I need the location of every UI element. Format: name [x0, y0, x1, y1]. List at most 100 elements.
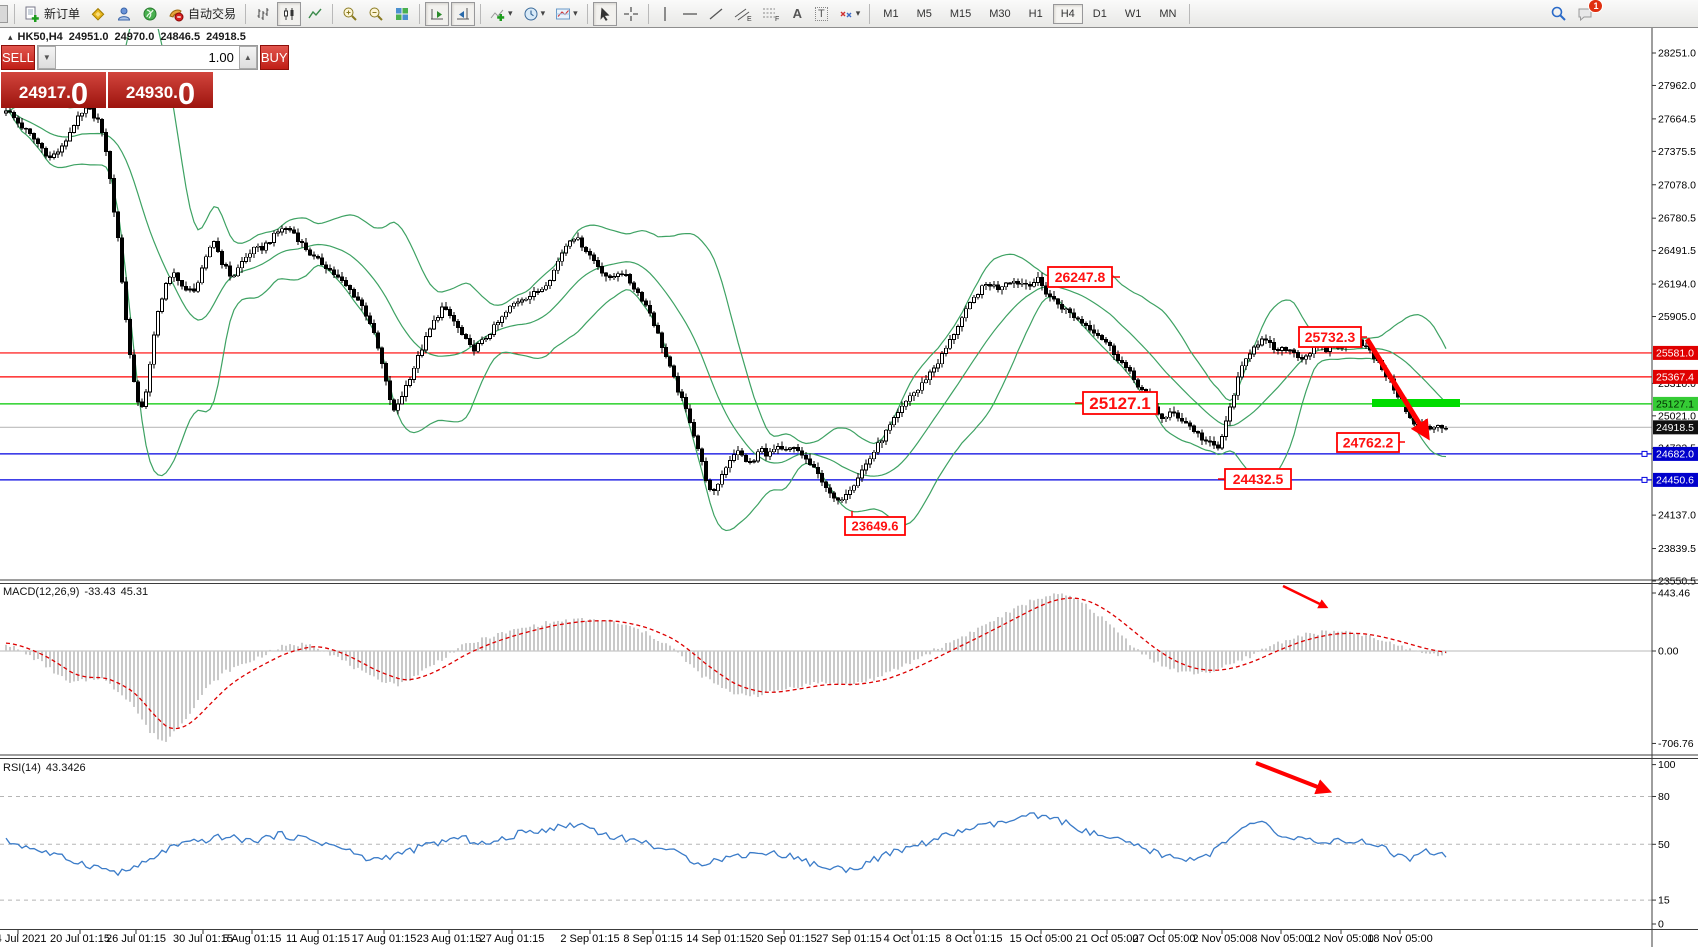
annotation-box [1224, 468, 1292, 490]
candlestick-chart-button[interactable] [277, 1, 302, 26]
timeframe-mn[interactable]: MN [1159, 7, 1177, 20]
price-badge [1653, 369, 1698, 384]
green-highlight-bar[interactable] [1372, 399, 1460, 407]
price-tick-label: 26491.5 [1658, 245, 1696, 257]
add-indicator-icon [490, 9, 505, 21]
timeframe-m15[interactable]: M15 [949, 7, 972, 20]
price-annotations[interactable]: 26247.8 25732.3 25127.1 24762.2 24432.5 23649… [844, 266, 1405, 536]
timeframe-h4[interactable]: H4 [1052, 3, 1083, 24]
buy-price-display[interactable]: 24930. 0 [108, 72, 213, 111]
auto-trading-icon [169, 9, 184, 21]
community-button[interactable] [138, 2, 162, 26]
vertical-line-icon [663, 6, 666, 21]
new-order-button[interactable]: 新订单 [20, 2, 84, 26]
rsi-panel[interactable] [0, 795, 1652, 901]
label-tool-icon: T [815, 6, 828, 21]
time-tick-label: 21 Oct 05:00 [1076, 933, 1139, 945]
chart-shift-button[interactable] [451, 1, 476, 26]
trendline-button[interactable] [704, 2, 728, 26]
sell-button[interactable]: SELL [1, 45, 35, 70]
ohlc-close: 24918.5 [206, 31, 246, 43]
macd-name: MACD(12,26,9) [3, 586, 80, 598]
cursor-arrow-icon [600, 7, 610, 21]
crosshair-button[interactable] [619, 2, 643, 26]
line-handle [1641, 476, 1648, 483]
channel-button[interactable]: E [730, 2, 756, 26]
shapes-caret-icon[interactable]: ▾ [855, 8, 861, 18]
zoom-out-button[interactable] [364, 2, 388, 26]
search-button[interactable] [1546, 2, 1571, 26]
search-icon [1552, 6, 1567, 21]
macd-tick-label: -706.76 [1658, 738, 1694, 750]
rsi-value: 43.3426 [45, 762, 86, 774]
line-chart-button[interactable] [303, 2, 327, 26]
time-tick-label: 27 Aug 01:15 [480, 933, 545, 945]
templates-button[interactable]: ▾ [551, 2, 582, 26]
green-globe-icon [143, 7, 157, 20]
toolbar-separator [869, 3, 871, 24]
timeframe-w1[interactable]: W1 [1124, 7, 1142, 20]
volume-increase-button[interactable]: ▲ [238, 46, 257, 69]
indicators-button[interactable]: ▾ [486, 2, 517, 26]
volume-decrease-button[interactable]: ▼ [37, 46, 56, 69]
tile-windows-button[interactable] [390, 2, 414, 26]
time-tick-label: 15 Oct 05:00 [1010, 933, 1073, 945]
macd-panel[interactable] [0, 593, 1652, 742]
symbol-period: HK50,H4 [17, 31, 63, 43]
horizontal-line-button[interactable] [678, 2, 702, 26]
timeframe-m1[interactable]: M1 [883, 7, 899, 20]
macd-tick-label: 443.46 [1658, 587, 1690, 599]
price-tick-label: 27078.0 [1658, 179, 1696, 191]
bar-chart-button[interactable] [251, 2, 275, 26]
horizontal-level-lines[interactable] [0, 352, 1652, 481]
annotation-text: 26247.8 [1055, 269, 1106, 285]
rsi-tick-label: 15 [1658, 895, 1670, 907]
time-tick-label: 8 Nov 05:00 [1251, 933, 1310, 945]
indicators-caret-icon[interactable]: ▾ [508, 8, 513, 18]
cursor-button[interactable] [592, 1, 617, 26]
market-watch-button[interactable] [86, 2, 110, 26]
sell-price-display[interactable]: 24917. 0 [1, 72, 106, 111]
text-button[interactable]: A [786, 2, 809, 26]
svg-text:F: F [775, 16, 779, 22]
rsi-name: RSI(14) [3, 762, 41, 774]
candlesticks [4, 103, 1448, 505]
shapes-button[interactable]: ▾ [834, 2, 865, 26]
price-axis[interactable]: 28251.0 27962.0 27664.5 27375.5 27078.0 26780… [1641, 48, 1698, 931]
annotation-box [844, 516, 906, 536]
buy-price-pip: 0 [177, 75, 196, 111]
timeframe-m30[interactable]: M30 [989, 7, 1011, 20]
annotation-box [1047, 266, 1113, 288]
profile-button[interactable] [112, 2, 136, 26]
timeframe-d1[interactable]: D1 [1092, 7, 1107, 20]
annotation-box [1336, 432, 1400, 453]
volume-input[interactable] [55, 46, 239, 69]
auto-trading-button[interactable]: 自动交易 [164, 2, 240, 26]
notifications-button[interactable]: 1 [1573, 0, 1604, 26]
templates-caret-icon[interactable]: ▾ [573, 8, 578, 18]
price-badge [1653, 396, 1698, 411]
buy-button[interactable]: BUY [259, 45, 289, 70]
periods-caret-icon[interactable]: ▾ [540, 8, 546, 18]
zoom-in-button[interactable] [338, 2, 362, 26]
new-order-icon [25, 6, 39, 22]
time-tick-label: 18 Nov 05:00 [1367, 933, 1432, 945]
price-tick-label: 25905.0 [1658, 311, 1696, 323]
annotation-box [1298, 326, 1362, 348]
time-tick-label: 30 Jul 01:15 [173, 933, 233, 945]
label-button[interactable]: T [811, 2, 832, 26]
price-badge-label: 24450.6 [1656, 474, 1694, 486]
auto-scroll-button[interactable] [425, 1, 450, 26]
timeframe-h1[interactable]: H1 [1028, 7, 1043, 20]
timeframe-m5[interactable]: M5 [916, 7, 932, 20]
fibonacci-button[interactable]: F [758, 2, 784, 26]
vertical-line-button[interactable] [654, 2, 676, 26]
price-tick-label: 23550.5 [1658, 576, 1696, 588]
periods-button[interactable]: ▾ [519, 2, 550, 26]
macd-value: -33.43 [84, 586, 116, 598]
tile-windows-icon [396, 7, 409, 20]
trend-arrows[interactable] [1255, 337, 1430, 795]
sell-price-pip: 0 [70, 75, 89, 111]
